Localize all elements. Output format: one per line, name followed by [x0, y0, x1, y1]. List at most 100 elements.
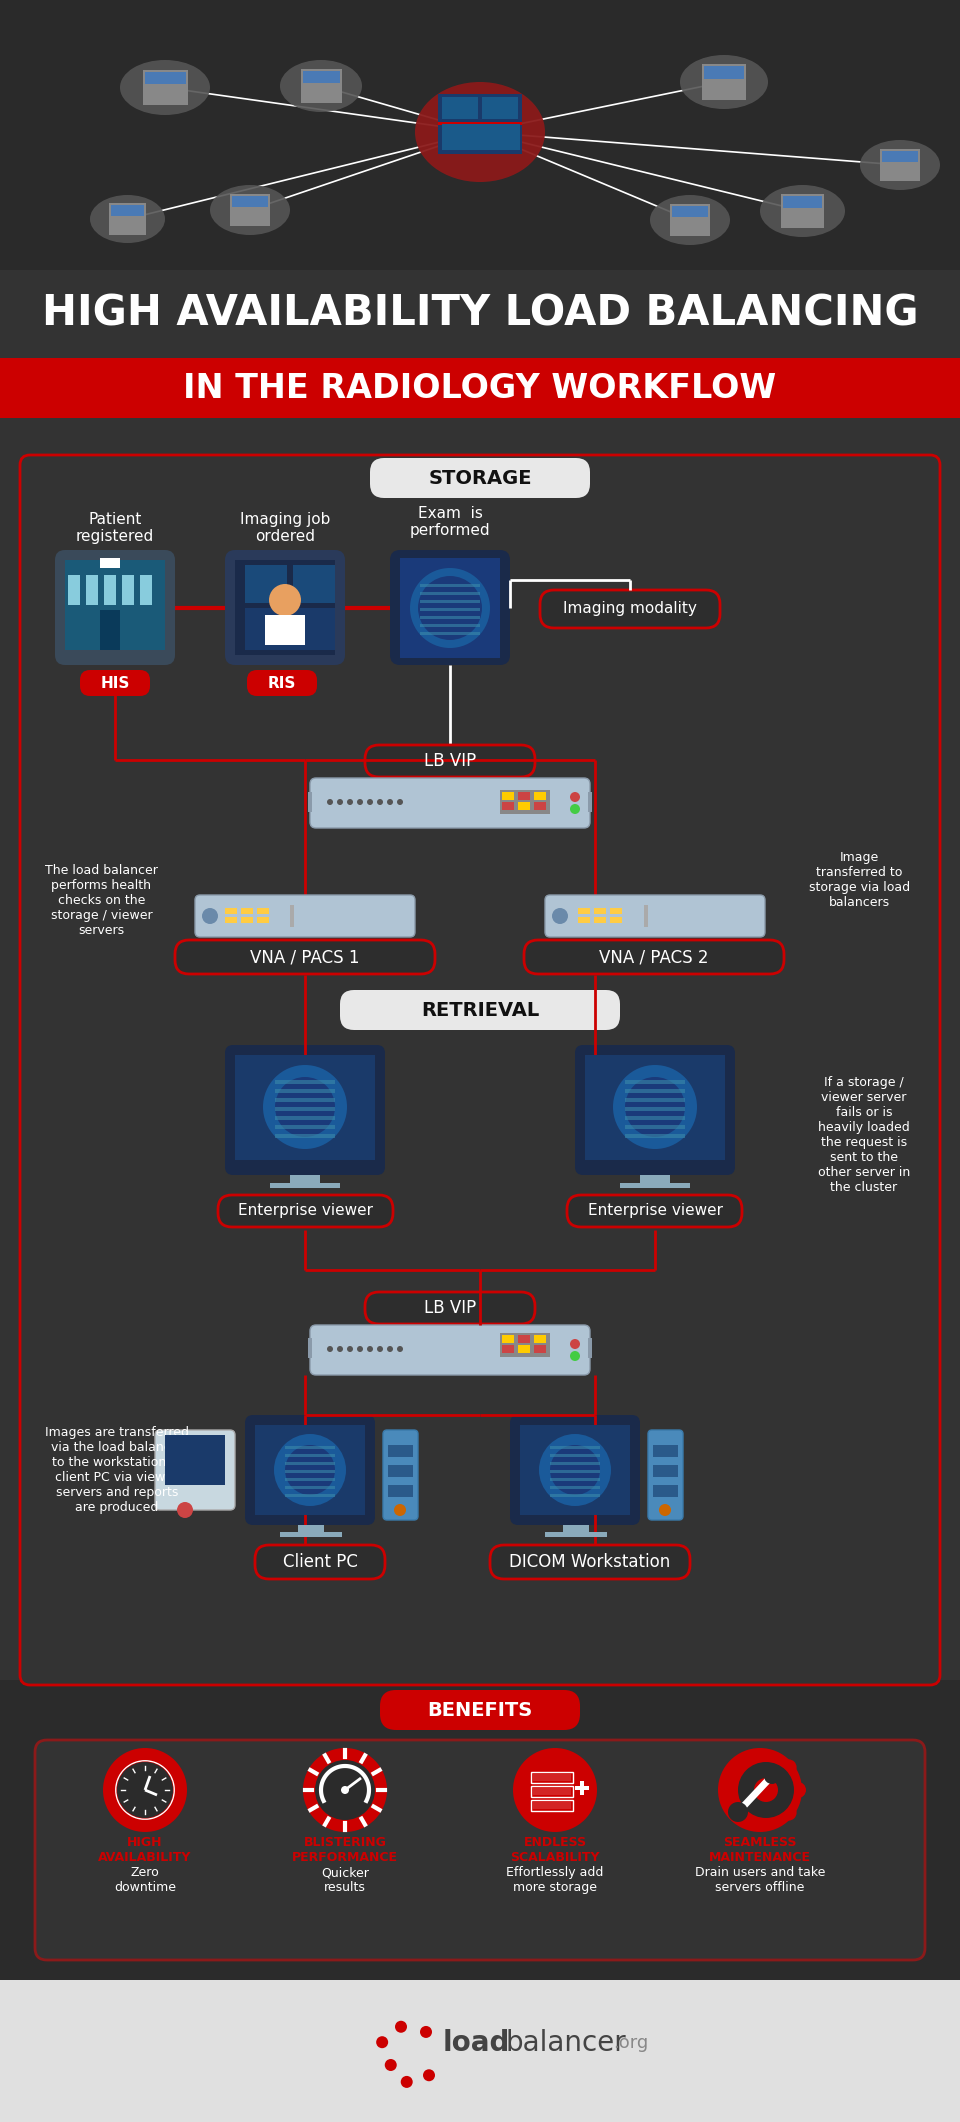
Bar: [275, 1125, 335, 1129]
Bar: [290, 1176, 320, 1182]
FancyBboxPatch shape: [310, 779, 590, 828]
Text: HIGH
AVAILABILITY: HIGH AVAILABILITY: [98, 1836, 192, 1863]
Circle shape: [735, 1759, 752, 1776]
Bar: [0, 0, 960, 269]
Bar: [275, 1097, 335, 1101]
Circle shape: [423, 2069, 435, 2082]
Circle shape: [539, 1434, 611, 1507]
Circle shape: [274, 1434, 346, 1507]
Circle shape: [659, 1504, 671, 1515]
Bar: [625, 1089, 685, 1093]
Circle shape: [790, 1782, 806, 1797]
Bar: [653, 1464, 678, 1477]
Text: Image
transferred to
storage via load
balancers: Image transferred to storage via load ba…: [809, 851, 910, 908]
Circle shape: [103, 1749, 187, 1831]
FancyBboxPatch shape: [80, 671, 150, 696]
Bar: [482, 98, 518, 119]
Circle shape: [513, 1749, 597, 1831]
Text: BLISTERING
PERFORMANCE: BLISTERING PERFORMANCE: [292, 1836, 398, 1863]
Circle shape: [625, 1078, 685, 1137]
Bar: [145, 72, 185, 85]
Bar: [585, 1055, 725, 1161]
Bar: [533, 1802, 571, 1808]
Circle shape: [202, 908, 218, 923]
FancyBboxPatch shape: [245, 1415, 375, 1526]
Bar: [702, 64, 746, 100]
Bar: [420, 624, 480, 626]
Bar: [653, 1485, 678, 1496]
Bar: [285, 1471, 335, 1473]
Bar: [783, 195, 822, 208]
Ellipse shape: [120, 59, 210, 115]
Bar: [531, 1772, 573, 1782]
Bar: [65, 560, 165, 649]
Bar: [550, 1445, 600, 1449]
Bar: [68, 575, 80, 605]
Circle shape: [570, 1352, 580, 1360]
Bar: [265, 615, 305, 645]
Bar: [625, 1108, 685, 1112]
Bar: [0, 1681, 960, 1980]
Circle shape: [550, 1445, 600, 1496]
Ellipse shape: [90, 195, 165, 244]
Bar: [280, 1532, 342, 1536]
Bar: [438, 121, 522, 125]
Circle shape: [387, 1345, 393, 1352]
Circle shape: [394, 1504, 406, 1515]
Circle shape: [387, 800, 393, 804]
FancyBboxPatch shape: [340, 991, 620, 1029]
Bar: [225, 908, 237, 915]
Text: Patient
registered: Patient registered: [76, 511, 155, 543]
Bar: [533, 1789, 571, 1795]
Text: SEAMLESS
MAINTENANCE: SEAMLESS MAINTENANCE: [709, 1836, 811, 1863]
FancyBboxPatch shape: [545, 895, 765, 938]
Bar: [588, 792, 592, 813]
Ellipse shape: [210, 185, 290, 236]
Circle shape: [400, 2075, 413, 2088]
Bar: [520, 1426, 630, 1515]
Text: Imaging modality: Imaging modality: [564, 601, 697, 618]
FancyBboxPatch shape: [218, 1195, 393, 1227]
Bar: [442, 123, 520, 151]
Bar: [550, 1479, 600, 1481]
Text: HIS: HIS: [100, 675, 130, 690]
Circle shape: [764, 1768, 780, 1785]
FancyBboxPatch shape: [567, 1195, 742, 1227]
FancyBboxPatch shape: [365, 745, 535, 777]
Bar: [518, 1335, 530, 1343]
Bar: [285, 1445, 335, 1449]
Circle shape: [347, 800, 353, 804]
Circle shape: [263, 1065, 347, 1148]
Bar: [100, 609, 120, 649]
Bar: [300, 70, 342, 102]
Bar: [275, 1116, 335, 1120]
Bar: [550, 1485, 600, 1490]
Bar: [308, 792, 312, 813]
Text: Client PC: Client PC: [282, 1553, 357, 1570]
Circle shape: [115, 1759, 175, 1821]
Bar: [882, 151, 918, 161]
Circle shape: [275, 1078, 335, 1137]
Text: balancer: balancer: [505, 2029, 626, 2056]
Circle shape: [385, 2058, 396, 2071]
Bar: [285, 1454, 335, 1458]
Text: Enterprise viewer: Enterprise viewer: [588, 1203, 723, 1218]
Bar: [165, 1434, 225, 1485]
Bar: [550, 1454, 600, 1458]
Circle shape: [738, 1761, 794, 1819]
Circle shape: [327, 1345, 333, 1352]
Bar: [578, 917, 590, 923]
Bar: [640, 1176, 670, 1182]
FancyBboxPatch shape: [648, 1430, 683, 1519]
Circle shape: [377, 800, 383, 804]
Bar: [0, 418, 960, 1710]
Text: Imaging job
ordered: Imaging job ordered: [240, 511, 330, 543]
Text: IN THE RADIOLOGY WORKFLOW: IN THE RADIOLOGY WORKFLOW: [183, 371, 777, 405]
Text: DICOM Workstation: DICOM Workstation: [510, 1553, 671, 1570]
Bar: [442, 98, 478, 119]
Bar: [285, 1494, 335, 1496]
Bar: [308, 1339, 312, 1358]
Circle shape: [397, 1345, 403, 1352]
Bar: [610, 917, 622, 923]
Bar: [0, 269, 960, 359]
